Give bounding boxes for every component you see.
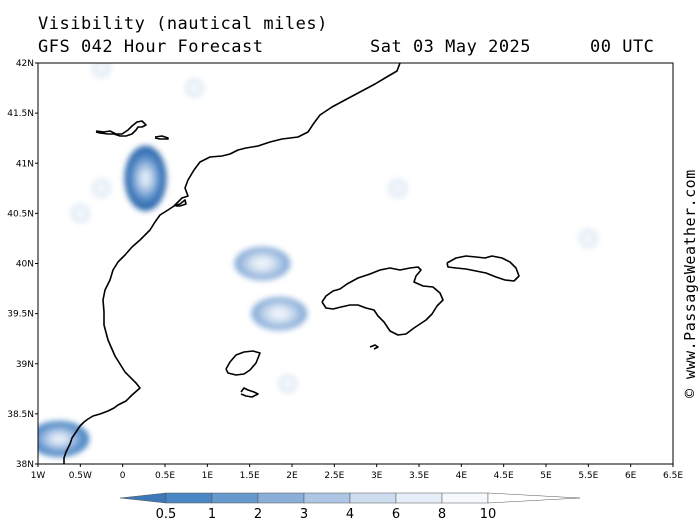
visibility-contour — [189, 82, 200, 94]
lon-tick-label: 1W — [31, 471, 46, 481]
colorbar-swatch — [211, 492, 259, 504]
visibility-patch — [70, 203, 91, 224]
lon-tick-label: 0 — [120, 471, 126, 481]
colorbar-swatch — [257, 492, 305, 504]
cabrera — [369, 344, 379, 350]
formentera — [240, 387, 259, 398]
colorbar-label: 0.5 — [156, 507, 177, 522]
colorbar-swatch — [487, 492, 581, 504]
lat-tick-label: 39.5N — [7, 310, 34, 320]
lon-tick-label: 3E — [371, 471, 383, 481]
lat-tick-label: 40.5N — [7, 209, 34, 219]
lon-tick-label: 1.5E — [240, 471, 260, 481]
colorbar-label: 8 — [438, 507, 446, 522]
lon-tick-label: 6.5E — [663, 471, 683, 481]
colorbar-swatch — [441, 492, 489, 504]
forecast-subtitle: GFS 042 Hour Forecast — [38, 37, 264, 57]
colorbar-swatch — [395, 492, 443, 504]
visibility-patch — [184, 78, 205, 98]
colorbar-label: 3 — [300, 507, 308, 522]
colorbar-swatch — [119, 492, 167, 504]
lon-tick-label: 5.5E — [578, 471, 598, 481]
visibility-contour — [254, 258, 271, 269]
visibility-contour — [271, 308, 288, 319]
visibility-contour — [96, 63, 107, 74]
lon-tick-label: 5E — [540, 471, 552, 481]
colorbar-label: 1 — [208, 507, 216, 522]
lat-tick-label: 41.5N — [7, 109, 34, 119]
visibility-patch — [388, 178, 408, 199]
visibility-contour — [139, 169, 152, 188]
colorbar-label: 2 — [254, 507, 262, 522]
lon-tick-label: 0.5W — [69, 471, 92, 481]
visibility-patch — [124, 145, 167, 211]
visibility-contour — [50, 433, 68, 444]
visibility-patch — [91, 178, 112, 199]
lat-tick-label: 38.5N — [7, 410, 34, 420]
lat-tick-label: 41N — [16, 159, 34, 169]
coastline — [63, 63, 520, 464]
lat-tick-label: 40N — [16, 260, 34, 270]
visibility-patch — [578, 228, 599, 249]
visibility-colorbar: 0.5 1 2 3 4 6 8 10 — [119, 492, 581, 522]
lon-tick-label: 1E — [202, 471, 214, 481]
visibility-contour — [392, 183, 403, 194]
map-title: Visibility (nautical miles) — [38, 14, 328, 34]
spain-coastline — [63, 63, 401, 464]
lon-tick-label: 4.5E — [494, 471, 514, 481]
colorbar-swatch — [165, 492, 213, 504]
visibility-patch — [91, 63, 112, 78]
lon-tick-label: 2E — [286, 471, 298, 481]
lat-tick-label: 38N — [16, 460, 34, 470]
forecast-date: Sat 03 May 2025 — [370, 37, 532, 57]
islet-north — [95, 120, 147, 137]
visibility-contour — [282, 378, 293, 389]
colorbar-label: 6 — [392, 507, 400, 522]
visibility-patch — [251, 296, 308, 331]
forecast-time: 00 UTC — [590, 37, 655, 57]
map-frame — [37, 62, 674, 465]
mallorca — [321, 266, 444, 336]
lat-tick-label: 39N — [16, 360, 34, 370]
ibiza — [225, 350, 261, 376]
lon-tick-label: 4E — [456, 471, 468, 481]
lon-tick-label: 2.5E — [324, 471, 344, 481]
lon-tick-label: 3.5E — [409, 471, 429, 481]
lon-tick-label: 6E — [625, 471, 637, 481]
visibility-patch — [38, 420, 90, 457]
islet-east — [154, 135, 169, 140]
visibility-contour — [583, 233, 594, 244]
visibility-contour — [96, 183, 107, 194]
lon-tick-label: 0.5E — [155, 471, 175, 481]
lat-tick-label: 42N — [16, 59, 34, 69]
ebro-delta — [173, 199, 187, 207]
visibility-contour — [75, 208, 86, 219]
visibility-patch — [234, 246, 291, 281]
colorbar-label: 10 — [480, 507, 497, 522]
copyright-text: © www.PassageWeather.com — [681, 169, 699, 398]
menorca — [446, 255, 520, 282]
colorbar-label: 4 — [346, 507, 354, 522]
colorbar-swatch — [349, 492, 397, 504]
colorbar-swatch — [303, 492, 351, 504]
visibility-field — [38, 63, 599, 457]
visibility-patch — [277, 374, 298, 394]
